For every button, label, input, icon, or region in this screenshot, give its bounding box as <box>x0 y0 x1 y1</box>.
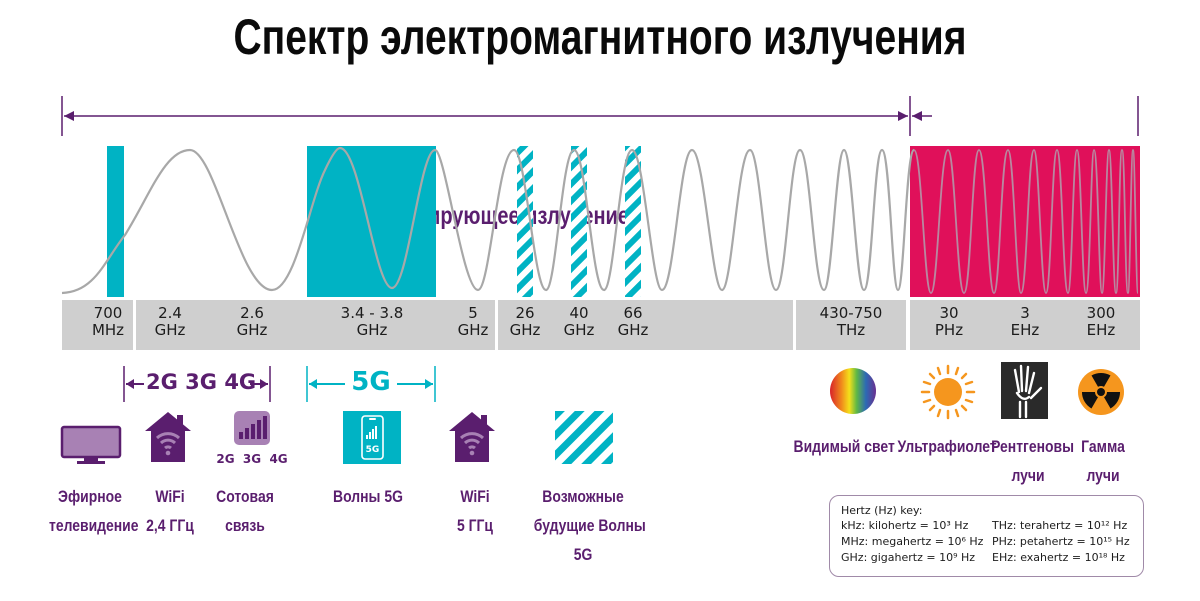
radiation-icon <box>1078 369 1124 415</box>
generation-range-arrows <box>123 366 436 402</box>
app-caption-future-5g: Возможные будущие Волны 5G <box>533 487 646 564</box>
freq-segment-ionizing <box>910 300 1140 350</box>
app-caption-wifi-24: WiFi 2,4 ГГц <box>146 487 194 535</box>
hertz-key-item: kHz: kilohertz = 10³ Hz <box>841 519 969 532</box>
band-40ghz <box>571 146 587 297</box>
freq-segment-ghz-high <box>498 300 793 350</box>
band-66ghz <box>625 146 641 297</box>
hertz-key-item: THz: terahertz = 10¹² Hz <box>992 519 1128 532</box>
freq-label: 40 GHz <box>563 304 595 339</box>
hatched-square-icon <box>555 411 613 464</box>
wifi-house-icon <box>145 412 191 462</box>
sun-icon <box>920 364 976 420</box>
ionizing-caption-uv: Ультрафиолет <box>897 437 997 456</box>
wifi-house-icon <box>449 412 495 462</box>
freq-segment-thz <box>796 300 906 350</box>
hertz-key-item: EHz: exahertz = 10¹⁸ Hz <box>992 551 1125 564</box>
page-title: Спектр электромагнитного излучения <box>233 9 967 65</box>
phone-5g-icon: 5G <box>343 411 401 464</box>
freq-label: 26 GHz <box>509 304 541 339</box>
svg-text:5G: 5G <box>366 445 380 455</box>
5g-generation-label: 5G <box>351 367 391 397</box>
freq-label: 2.6 GHz <box>236 304 268 339</box>
spectrum-wave-chart <box>61 146 1140 297</box>
xray-hand-icon <box>1001 362 1048 419</box>
freq-segment-ghz-low <box>136 300 495 350</box>
freq-label: 2.4 GHz <box>154 304 186 339</box>
ionizing-caption-xray: Рентгеновы лучи <box>991 437 1075 485</box>
hertz-key-item: MHz: megahertz = 10⁶ Hz <box>841 535 984 548</box>
spectrum-circle-icon <box>830 368 876 414</box>
band-5g-3-4 <box>307 146 436 297</box>
app-caption-wifi-5: WiFi 5 ГГц <box>456 487 494 535</box>
freq-label: 3 EHz <box>1010 304 1040 339</box>
hertz-key-item: GHz: gigahertz = 10⁹ Hz <box>841 551 976 564</box>
freq-label: 5 GHz <box>457 304 489 339</box>
radiation-range-arrows <box>61 96 1139 136</box>
freq-segment-mhz <box>62 300 133 350</box>
app-caption-tv: Эфирное телевидение <box>49 487 139 535</box>
freq-label: 300 EHz <box>1086 304 1116 339</box>
freq-label: 66 GHz <box>617 304 649 339</box>
band-700mhz <box>107 146 124 297</box>
app-caption-5g: Волны 5G <box>333 487 403 506</box>
tv-icon <box>60 425 122 464</box>
band-26ghz <box>517 146 533 297</box>
cell-signal-icon <box>234 411 270 445</box>
app-caption-cellular: Сотовая связь <box>216 487 274 535</box>
freq-label: 700 MHz <box>91 304 125 339</box>
hertz-key-item: PHz: petahertz = 10¹⁵ Hz <box>992 535 1130 548</box>
ionizing-caption-visible: Видимый свет <box>793 437 895 456</box>
freq-label: 30 PHz <box>934 304 964 339</box>
legacy-generations-label: 2G 3G 4G <box>146 370 257 394</box>
ionizing-caption-gamma: Гамма лучи <box>1081 437 1125 485</box>
hertz-key-box: Hertz (Hz) key: kHz: kilohertz = 10³ Hz … <box>829 495 1144 577</box>
cell-icon-caption: 2G 3G 4G <box>216 452 288 466</box>
freq-label: 430-750 THz <box>819 304 883 339</box>
freq-label: 3.4 - 3.8 GHz <box>340 304 404 339</box>
hertz-key-title: Hertz (Hz) key: <box>841 504 923 517</box>
